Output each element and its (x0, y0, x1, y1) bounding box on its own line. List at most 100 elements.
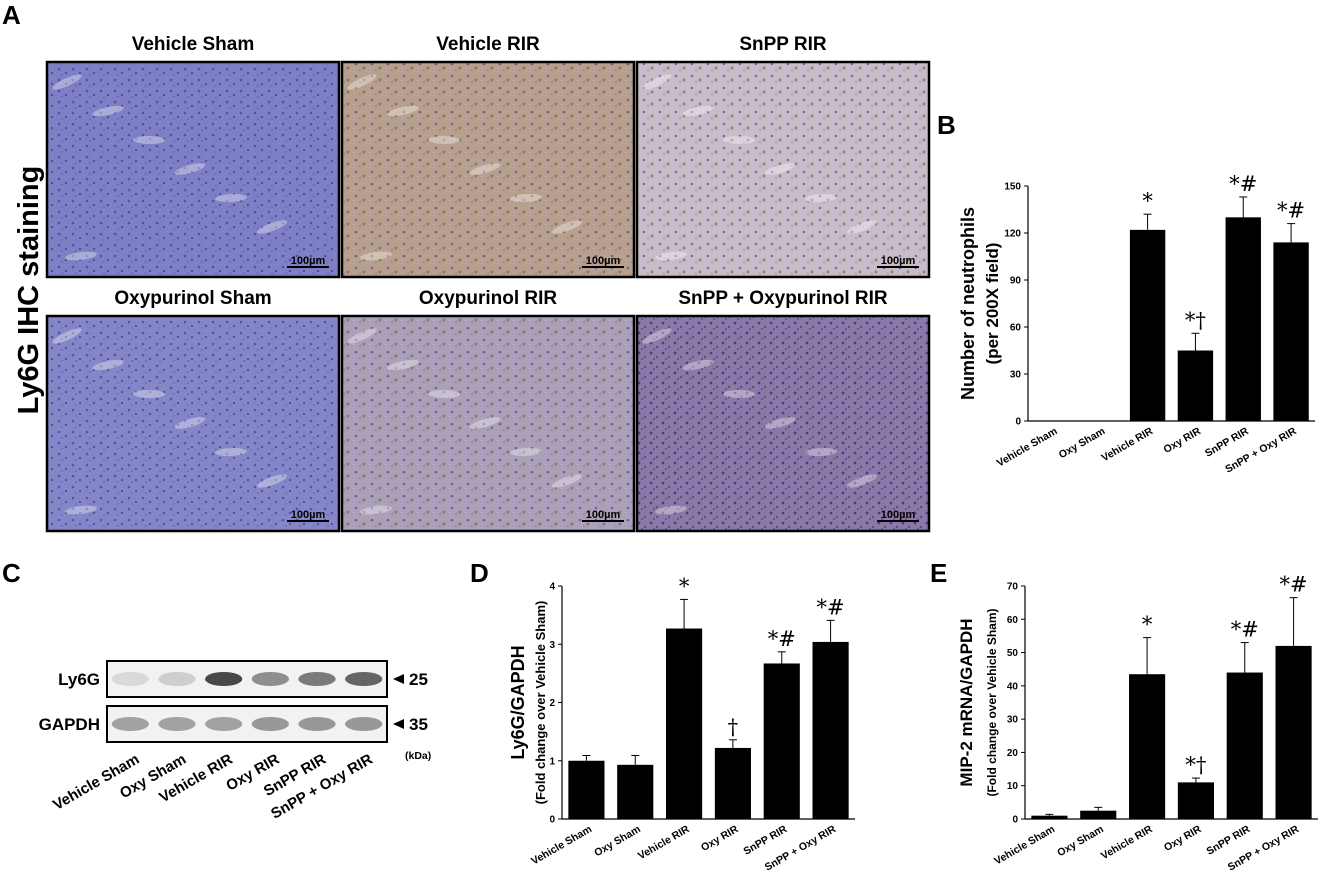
blot-band (158, 717, 196, 731)
y-tick-label: 0 (1015, 417, 1021, 428)
bar (812, 641, 849, 819)
x-category-label: Oxy Sham (592, 823, 642, 859)
x-category-label: Vehicle RIR (636, 823, 692, 862)
y-tick-label: 0 (1012, 815, 1018, 826)
panel-c-letter: C (2, 558, 21, 588)
bar (1177, 350, 1214, 421)
blot-row: Ly6G 25 (58, 660, 428, 698)
svg-text:100µm: 100µm (881, 255, 916, 267)
bar (1129, 229, 1166, 421)
y-tick-label: 70 (1007, 582, 1019, 593)
marker-size-label: 35 (409, 715, 428, 734)
micrograph-image: 100µm (340, 314, 636, 533)
svg-text:100µm: 100µm (586, 255, 621, 267)
micrograph-title: Vehicle RIR (436, 34, 540, 55)
significance-marker: *# (768, 627, 796, 651)
y-tick-label: 3 (549, 640, 555, 651)
x-category-label: Vehicle RIR (1099, 823, 1155, 862)
micrograph-image: 100µm (45, 60, 341, 279)
bar (1275, 645, 1312, 819)
scale-bar: 100µm (582, 509, 624, 522)
bar (714, 747, 751, 819)
blot-band (298, 672, 336, 686)
bar (1225, 217, 1261, 421)
significance-marker: *# (1277, 199, 1305, 223)
y-tick-label: 2 (549, 698, 555, 709)
blot-band (251, 672, 289, 686)
panel-a-letter: A (2, 0, 21, 30)
blot-protein-label: Ly6G (58, 670, 100, 689)
x-category-label: Vehicle Sham (995, 425, 1060, 469)
significance-marker: *† (1185, 753, 1206, 777)
x-category-label: Oxy RIR (699, 823, 741, 854)
svg-text:100µm: 100µm (291, 255, 326, 267)
blot-band (345, 672, 383, 686)
bar (666, 628, 703, 819)
scale-bar: 100µm (877, 509, 919, 522)
scale-bar: 100µm (877, 255, 919, 268)
blot-protein-label: GAPDH (39, 715, 100, 734)
y-tick-label: 0 (549, 815, 555, 826)
blot-row: GAPDH 35 (39, 705, 428, 743)
y-tick-label: 150 (1004, 182, 1021, 193)
bar (617, 764, 654, 819)
significance-marker: *# (1280, 573, 1308, 597)
y-tick-label: 60 (1010, 323, 1022, 334)
y-tick-label: 90 (1010, 276, 1022, 287)
micrograph-title: SnPP RIR (739, 34, 827, 55)
micrograph-title: Vehicle Sham (132, 34, 255, 55)
micrograph-title: Oxypurinol Sham (114, 288, 271, 309)
y-tick-label: 10 (1007, 781, 1019, 792)
blot-band (111, 717, 149, 731)
y-tick-label: 1 (549, 756, 555, 767)
significance-marker: *† (1185, 308, 1206, 332)
svg-text:100µm: 100µm (881, 509, 916, 521)
y-tick-label: 30 (1010, 370, 1022, 381)
blot-band (345, 717, 383, 731)
y-tick-label: 40 (1007, 681, 1019, 692)
significance-marker: * (1142, 613, 1153, 637)
y-tick-label: 4 (549, 582, 555, 593)
svg-text:100µm: 100µm (586, 509, 621, 521)
micrograph-image: 100µm (340, 60, 636, 279)
bar (1226, 672, 1263, 819)
micrograph-title: SnPP + Oxypurinol RIR (678, 288, 888, 309)
y-axis-label: Number of neutrophils (958, 207, 978, 400)
x-category-label: Vehicle Sham (992, 823, 1057, 867)
panel-a-side-label: Ly6G IHC staining (13, 166, 45, 415)
micrograph-grid: Vehicle Sham 100µm Vehicle RIR 100µm SnPP RI… (45, 34, 931, 533)
y-axis-sublabel: (per 200X field) (983, 243, 1002, 365)
micrograph-title: Oxypurinol RIR (419, 288, 558, 309)
blot-band (251, 717, 289, 731)
scale-bar: 100µm (287, 255, 329, 268)
x-category-label: Oxy Sham (1055, 823, 1105, 859)
bar (568, 760, 605, 819)
y-tick-label: 20 (1007, 748, 1019, 759)
blot-band (111, 672, 149, 686)
significance-marker: † (728, 715, 739, 739)
marker-arrow-icon (393, 719, 404, 729)
scale-bar: 100µm (287, 509, 329, 522)
y-tick-label: 50 (1007, 648, 1019, 659)
panel-d-letter: D (470, 558, 489, 588)
scale-bar: 100µm (582, 255, 624, 268)
x-category-label: Vehicle Sham (529, 823, 594, 867)
significance-marker: *# (817, 595, 845, 619)
y-axis-sublabel: (Fold change over Vehicle Sham) (985, 608, 999, 796)
blot-band (205, 672, 243, 686)
y-tick-label: 120 (1004, 229, 1021, 240)
y-tick-label: 60 (1007, 615, 1019, 626)
micrograph-image: 100µm (45, 314, 341, 533)
y-tick-label: 30 (1007, 715, 1019, 726)
panel-b-letter: B (937, 110, 956, 140)
significance-marker: * (1142, 189, 1153, 213)
blot-band (298, 717, 336, 731)
panel-e-letter: E (930, 558, 947, 588)
x-category-label: Vehicle RIR (1100, 425, 1156, 464)
micrograph-image: 100µm (635, 60, 931, 279)
